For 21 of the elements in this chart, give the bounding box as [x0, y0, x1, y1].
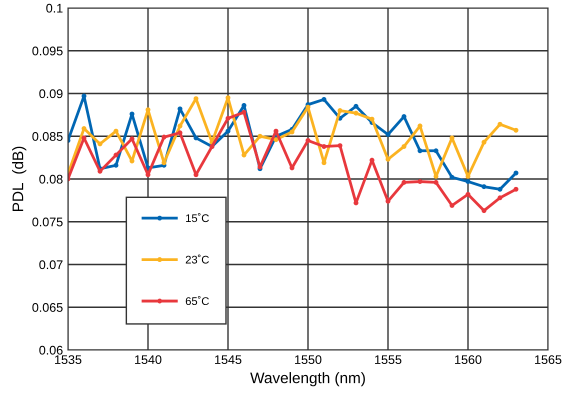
x-tick-label: 1560: [455, 355, 482, 364]
y-tick-label: 0.075: [32, 218, 63, 226]
y-tick-label: 0.1: [46, 4, 63, 13]
y-axis-title: PDL (dB): [12, 146, 26, 211]
y-tick-label: 0.09: [39, 89, 63, 98]
x-tick-label: 1555: [375, 355, 402, 364]
x-tick-label: 1565: [535, 355, 562, 364]
legend-label: 65˚C: [186, 296, 209, 306]
x-axis-title: Wavelength (nm): [250, 372, 365, 386]
x-tick-label: 1535: [55, 355, 82, 364]
x-tick-label: 1545: [215, 355, 242, 364]
y-tick-label: 0.06: [39, 346, 63, 355]
legend-label: 23˚C: [186, 254, 209, 264]
y-tick-label: 0.085: [32, 132, 63, 141]
y-tick-label: 0.08: [39, 174, 63, 184]
legend-label: 15˚C: [186, 213, 209, 222]
y-tick-label: 0.065: [32, 303, 63, 312]
x-tick-label: 1550: [295, 355, 322, 364]
y-tick-label: 0.07: [39, 260, 63, 270]
y-tick-label: 0.095: [32, 46, 63, 56]
x-tick-label: 1540: [135, 355, 162, 364]
